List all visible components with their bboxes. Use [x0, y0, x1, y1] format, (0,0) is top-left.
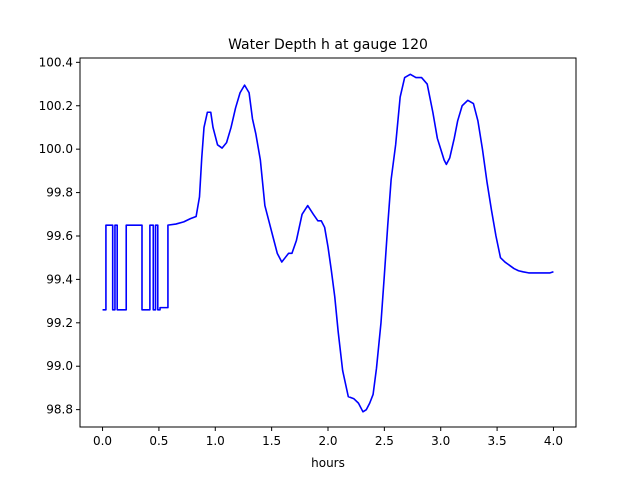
y-tick-label: 98.8 — [46, 403, 73, 417]
y-tick-label: 100.4 — [39, 55, 73, 69]
x-tick-label: 0.5 — [149, 434, 168, 448]
y-tick-label: 99.8 — [46, 186, 73, 200]
y-tick-label: 99.6 — [46, 229, 73, 243]
y-tick-label: 100.2 — [39, 99, 73, 113]
x-tick-label: 4.0 — [544, 434, 563, 448]
x-axis-label: hours — [311, 456, 345, 470]
x-tick-label: 0.0 — [93, 434, 112, 448]
x-tick-label: 2.5 — [375, 434, 394, 448]
y-tick-label: 99.2 — [46, 316, 73, 330]
x-tick-label: 2.0 — [318, 434, 337, 448]
x-tick-label: 1.5 — [262, 434, 281, 448]
y-tick-label: 100.0 — [39, 142, 73, 156]
x-tick-label: 3.0 — [431, 434, 450, 448]
plot-area: 0.0 0.5 1.0 1.5 2.0 2.5 3.0 3.5 4.0 98.8 99.0 99.2 9… — [39, 55, 577, 448]
chart-title: Water Depth h at gauge 120 — [228, 37, 428, 53]
x-tick-label: 1.0 — [206, 434, 225, 448]
y-tick-label: 99.4 — [46, 272, 73, 286]
x-tick-label: 3.5 — [488, 434, 507, 448]
series-line-0 — [102, 73, 554, 413]
y-tick-label: 99.0 — [46, 359, 73, 373]
